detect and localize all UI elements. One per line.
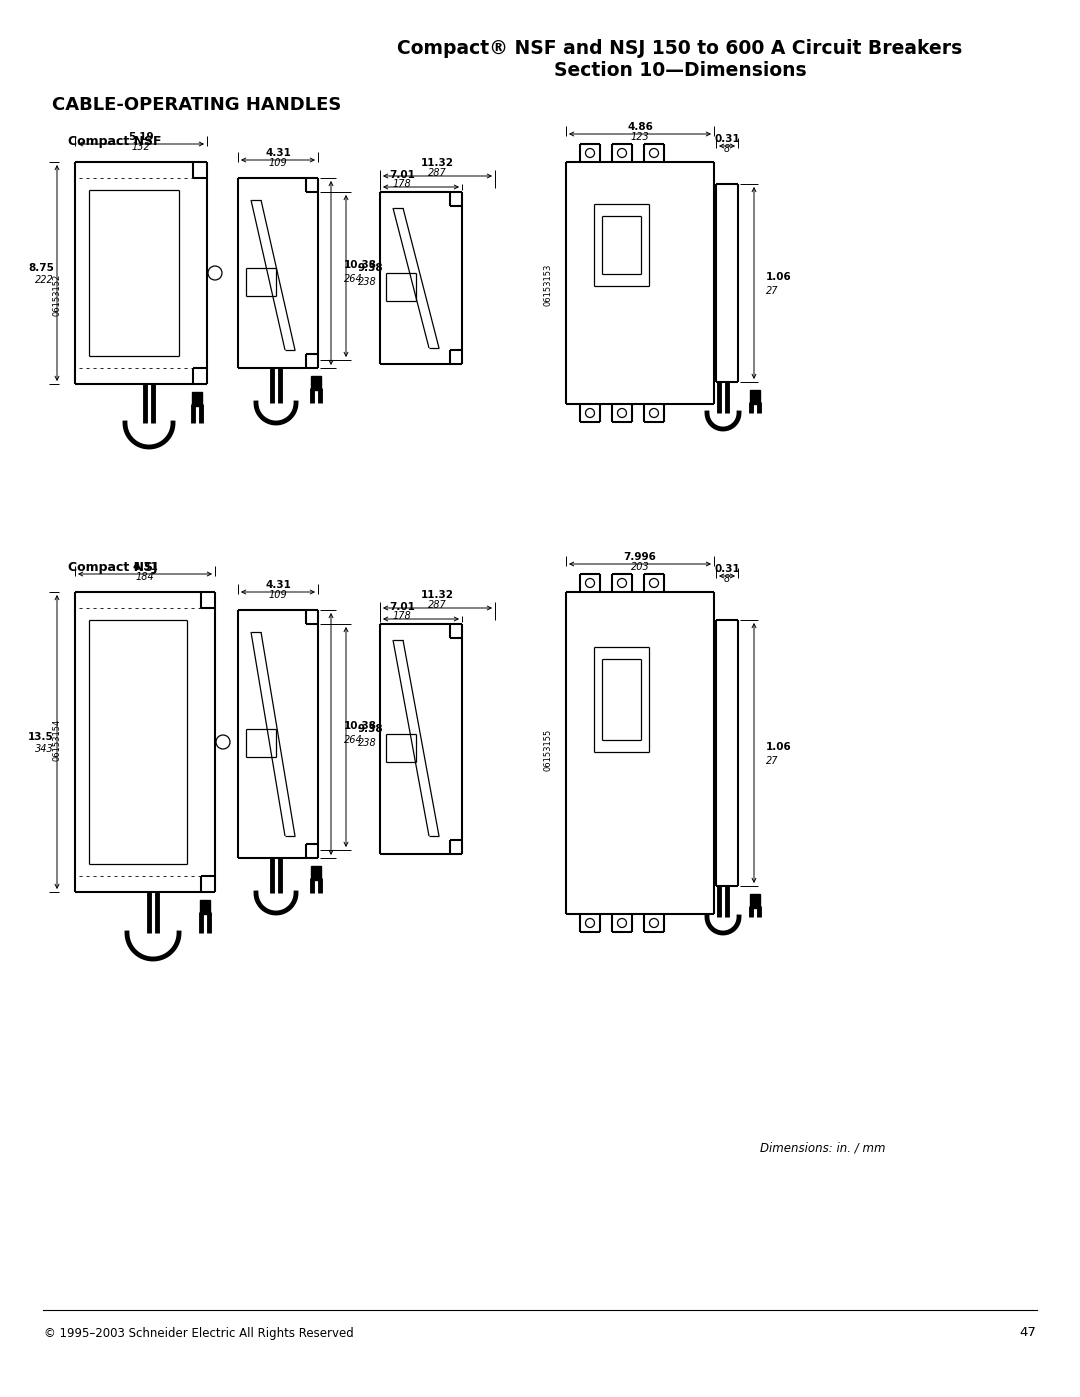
Text: 343: 343 — [36, 745, 54, 754]
Text: 10.38: 10.38 — [345, 721, 377, 731]
Text: 06153155: 06153155 — [543, 729, 553, 771]
Bar — [750, 894, 760, 908]
Text: 8: 8 — [724, 144, 730, 154]
Text: 8: 8 — [724, 574, 730, 584]
Text: 9.38: 9.38 — [357, 263, 383, 272]
Text: 184: 184 — [136, 571, 154, 583]
Text: 0.31: 0.31 — [714, 564, 740, 574]
Bar — [311, 866, 321, 880]
Text: Compact NSF: Compact NSF — [68, 136, 162, 148]
Text: 178: 178 — [393, 610, 411, 622]
Text: 11.32: 11.32 — [421, 158, 454, 168]
Text: 222: 222 — [36, 275, 54, 285]
Text: 8.75: 8.75 — [28, 263, 54, 272]
Text: 109: 109 — [269, 158, 287, 168]
Text: 27: 27 — [766, 756, 779, 766]
Text: Dimensions: in. / mm: Dimensions: in. / mm — [760, 1141, 886, 1154]
Bar — [192, 393, 202, 407]
Text: 47: 47 — [1020, 1327, 1036, 1340]
Text: 109: 109 — [269, 590, 287, 599]
Text: CABLE-OPERATING HANDLES: CABLE-OPERATING HANDLES — [52, 96, 341, 115]
Text: 264: 264 — [345, 735, 363, 745]
Text: 4.31: 4.31 — [132, 562, 158, 571]
Text: 06153154: 06153154 — [53, 719, 62, 761]
Text: 132: 132 — [132, 142, 150, 152]
Text: 5.19: 5.19 — [129, 131, 153, 142]
Text: 9.38: 9.38 — [357, 724, 383, 733]
Text: 27: 27 — [766, 286, 779, 296]
Text: 123: 123 — [631, 131, 649, 142]
Text: 06153153: 06153153 — [543, 264, 553, 306]
Bar — [200, 900, 210, 914]
Text: 11.32: 11.32 — [421, 590, 454, 599]
Text: 7.996: 7.996 — [623, 552, 657, 562]
Text: 10.38: 10.38 — [345, 260, 377, 270]
Text: 06153152: 06153152 — [53, 274, 62, 316]
Text: 4.86: 4.86 — [627, 122, 653, 131]
Text: 238: 238 — [357, 738, 377, 747]
Text: 7.01: 7.01 — [389, 602, 415, 612]
Text: 4.31: 4.31 — [265, 148, 291, 158]
Text: 178: 178 — [393, 179, 411, 189]
Text: © 1995–2003 Schneider Electric All Rights Reserved: © 1995–2003 Schneider Electric All Right… — [44, 1327, 354, 1340]
Text: 287: 287 — [428, 168, 447, 177]
Bar — [750, 390, 760, 404]
Text: 203: 203 — [631, 562, 649, 571]
Text: 1.06: 1.06 — [766, 742, 792, 752]
Text: 287: 287 — [428, 599, 447, 610]
Text: Section 10—Dimensions: Section 10—Dimensions — [554, 60, 807, 80]
Text: 1.06: 1.06 — [766, 272, 792, 282]
Text: 264: 264 — [345, 274, 363, 284]
Text: 0.31: 0.31 — [714, 134, 740, 144]
Text: 238: 238 — [357, 277, 377, 286]
Text: Compact NSJ: Compact NSJ — [68, 562, 158, 574]
Text: Compact® NSF and NSJ 150 to 600 A Circuit Breakers: Compact® NSF and NSJ 150 to 600 A Circui… — [397, 39, 962, 57]
Text: 13.5: 13.5 — [28, 732, 54, 742]
Text: 4.31: 4.31 — [265, 580, 291, 590]
Bar — [311, 376, 321, 390]
Text: 7.01: 7.01 — [389, 170, 415, 180]
